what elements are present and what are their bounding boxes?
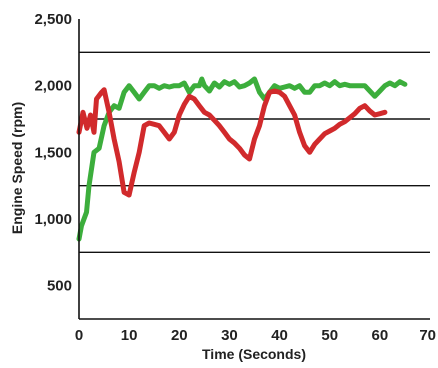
- x-tick-label: 40: [271, 327, 288, 344]
- y-tick-label: 1,000: [34, 211, 72, 228]
- y-tick-label: 1,500: [34, 144, 72, 161]
- axes: [78, 19, 430, 320]
- series-lines: [76, 76, 408, 242]
- x-tick-label: 20: [171, 327, 188, 344]
- y-tick-label: 2,000: [34, 78, 72, 95]
- x-tick-label: 60: [372, 327, 389, 344]
- y-tick-labels: 500 1,000 1,500 2,000 2,500: [34, 11, 72, 295]
- x-tick-labels: 0 10 20 30 40 50 60 70: [75, 327, 436, 344]
- x-tick-label: 10: [121, 327, 138, 344]
- gridlines: [79, 51, 430, 254]
- x-tick-label: 70: [419, 327, 436, 344]
- y-axis-title: Engine Speed (rpm): [9, 102, 25, 234]
- series-line-2: [76, 87, 388, 198]
- y-tick-label: 500: [47, 278, 72, 295]
- x-axis-title: Time (Seconds): [202, 346, 306, 362]
- x-tick-label: 50: [321, 327, 338, 344]
- y-tick-label: 2,500: [34, 11, 72, 28]
- x-tick-label: 30: [221, 327, 238, 344]
- x-tick-label: 0: [75, 327, 83, 344]
- series-line-1: [76, 76, 408, 242]
